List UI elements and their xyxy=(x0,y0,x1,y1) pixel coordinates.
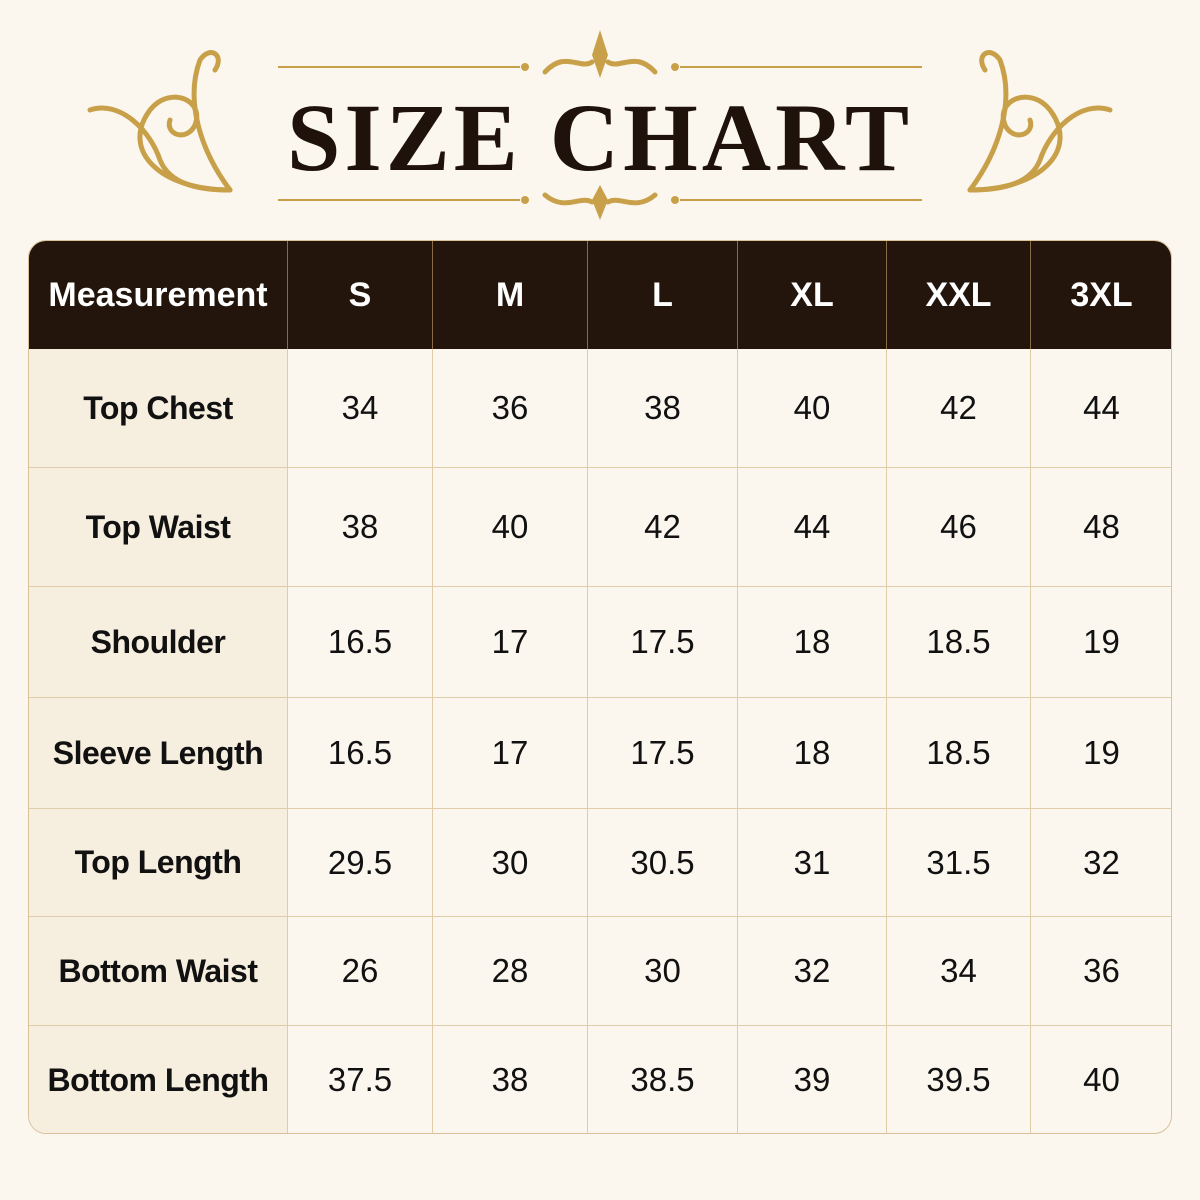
ornaments xyxy=(87,30,1113,220)
size-value: 26 xyxy=(288,917,433,1026)
size-value: 44 xyxy=(1031,349,1171,468)
size-value: 42 xyxy=(588,468,738,587)
size-value: 28 xyxy=(433,917,588,1026)
row-label: Sleeve Length xyxy=(29,698,288,809)
size-value: 17 xyxy=(433,698,588,809)
column-header: XXL xyxy=(887,241,1031,349)
size-value: 30 xyxy=(433,809,588,917)
size-value: 32 xyxy=(738,917,887,1026)
row-label: Shoulder xyxy=(29,587,288,698)
size-value: 30.5 xyxy=(588,809,738,917)
size-value: 39.5 xyxy=(887,1026,1031,1133)
size-value: 40 xyxy=(433,468,588,587)
size-value: 31 xyxy=(738,809,887,917)
size-value: 40 xyxy=(738,349,887,468)
size-value: 34 xyxy=(887,917,1031,1026)
size-value: 29.5 xyxy=(288,809,433,917)
row-label: Top Chest xyxy=(29,349,288,468)
size-value: 17 xyxy=(433,587,588,698)
size-value: 46 xyxy=(887,468,1031,587)
size-value: 18.5 xyxy=(887,698,1031,809)
size-value: 18.5 xyxy=(887,587,1031,698)
size-value: 48 xyxy=(1031,468,1171,587)
size-value: 17.5 xyxy=(588,698,738,809)
size-value: 42 xyxy=(887,349,1031,468)
size-value: 17.5 xyxy=(588,587,738,698)
column-header: M xyxy=(433,241,588,349)
size-value: 36 xyxy=(1031,917,1171,1026)
size-value: 16.5 xyxy=(288,587,433,698)
column-header: XL xyxy=(738,241,887,349)
size-value: 40 xyxy=(1031,1026,1171,1133)
column-header: Measurement xyxy=(29,241,288,349)
row-label: Bottom Length xyxy=(29,1026,288,1133)
size-value: 18 xyxy=(738,587,887,698)
size-value: 19 xyxy=(1031,587,1171,698)
row-label: Bottom Waist xyxy=(29,917,288,1026)
column-header: S xyxy=(288,241,433,349)
size-value: 16.5 xyxy=(288,698,433,809)
size-value: 39 xyxy=(738,1026,887,1133)
size-value: 32 xyxy=(1031,809,1171,917)
size-table: Measurement S M L XL XXL 3XL Top Chest 34 36 38 40 4… xyxy=(28,240,1172,1134)
size-value: 44 xyxy=(738,468,887,587)
column-header: 3XL xyxy=(1031,241,1171,349)
size-value: 31.5 xyxy=(887,809,1031,917)
size-value: 38.5 xyxy=(588,1026,738,1133)
size-value: 38 xyxy=(433,1026,588,1133)
row-label: Top Waist xyxy=(29,468,288,587)
size-value: 37.5 xyxy=(288,1026,433,1133)
size-value: 19 xyxy=(1031,698,1171,809)
size-value: 36 xyxy=(433,349,588,468)
size-value: 18 xyxy=(738,698,887,809)
column-header: L xyxy=(588,241,738,349)
size-value: 38 xyxy=(288,468,433,587)
size-value: 38 xyxy=(588,349,738,468)
title: SIZE CHART xyxy=(286,84,914,191)
row-label: Top Length xyxy=(29,809,288,917)
size-value: 34 xyxy=(288,349,433,468)
size-value: 30 xyxy=(588,917,738,1026)
